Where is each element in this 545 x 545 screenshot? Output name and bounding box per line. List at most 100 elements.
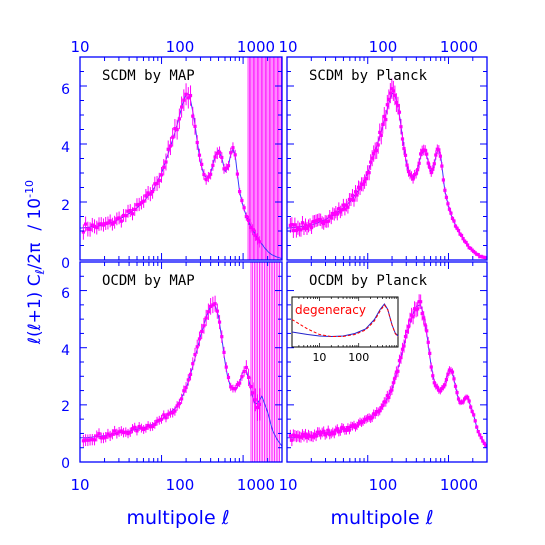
data-point [226,375,231,380]
data-point [213,155,217,159]
data-point [144,426,148,430]
data-point [206,310,210,314]
data-point [130,212,135,216]
data-point [408,318,412,322]
data-point [455,391,459,395]
top-tick-label-1000-left: 1000 [237,38,275,56]
data-point [150,424,155,429]
data-point [406,325,411,329]
data-point [293,223,297,227]
data-point [449,211,453,215]
y-axis-label-tail: /2π [25,243,45,270]
data-point [88,227,92,232]
data-point [399,356,403,360]
y-axis-label-text: ℓ(ℓ+1) Cℓ/2π / 10-10 [23,180,47,345]
data-point [349,197,353,202]
data-point [171,135,175,139]
data-point [428,165,432,169]
data-point [461,237,465,241]
data-point [428,351,432,355]
data-point [411,177,415,181]
data-point [388,91,392,95]
y-tick-top-4: 4 [61,140,70,156]
panel-2: SCDM by Planck [286,56,488,261]
data-point [482,441,486,446]
data-point [233,387,237,391]
data-point [164,160,168,164]
data-point [253,233,257,237]
panel-plot-area [80,57,282,260]
data-point [405,163,409,167]
data-point [300,221,305,225]
data-point [452,377,456,381]
y-axis-label: ℓ(ℓ+1) Cℓ/2π / 10-10 [23,180,47,345]
data-point [372,151,376,156]
data-point [242,369,246,374]
y-axis-label-exp: -10 [23,180,36,198]
y-axis-label-main: ℓ(ℓ+1) C [25,274,45,345]
data-point [204,316,208,320]
data-point [188,372,193,376]
y-tick-top-0: 0 [61,256,70,272]
data-point [402,344,406,348]
data-point [453,224,458,228]
data-point [211,163,215,167]
data-point [249,384,253,389]
data-point [101,436,106,440]
data-point [423,148,427,152]
data-point [476,253,480,257]
data-point [470,409,474,414]
data-point [356,421,361,426]
y-tick-bottom-4: 4 [61,343,70,359]
data-point [369,160,373,164]
data-point [139,426,144,430]
data-point [142,199,146,203]
data-point [381,122,385,127]
data-point [411,315,415,319]
data-point [240,375,244,379]
data-point [296,226,300,230]
data-point [95,434,99,438]
data-point [204,178,208,182]
data-point [475,425,479,429]
data-point [97,222,101,226]
data-point [469,405,473,409]
data-point [426,161,430,165]
data-point [326,219,330,223]
data-point [168,411,173,415]
data-point [200,329,204,334]
data-point [450,216,455,221]
data-point [155,181,159,186]
data-point [224,166,228,170]
bottom-tick-label-100-right: 100 [369,476,398,494]
data-point [384,117,388,122]
top-tick-label-10-right: 10 [278,38,297,56]
data-point [393,376,397,380]
data-point [402,146,406,151]
data-point [391,89,395,93]
data-point [425,329,429,333]
data-point [106,432,110,436]
data-point [92,438,97,442]
data-point [378,409,382,413]
data-point [182,389,186,393]
data-point [104,435,108,439]
data-point [466,243,470,247]
data-point [148,192,152,196]
data-point [142,427,146,432]
data-point [322,429,326,433]
data-point [373,412,377,417]
data-point [355,193,359,197]
data-point [110,222,114,226]
data-point [224,365,228,369]
data-point [162,413,166,417]
data-point [385,103,389,107]
data-point [217,150,222,154]
data-point [443,188,447,192]
data-point [473,419,477,423]
data-point [476,429,480,434]
data-point [305,226,309,230]
data-point [117,216,121,220]
data-point [344,428,349,432]
data-point [455,226,459,230]
